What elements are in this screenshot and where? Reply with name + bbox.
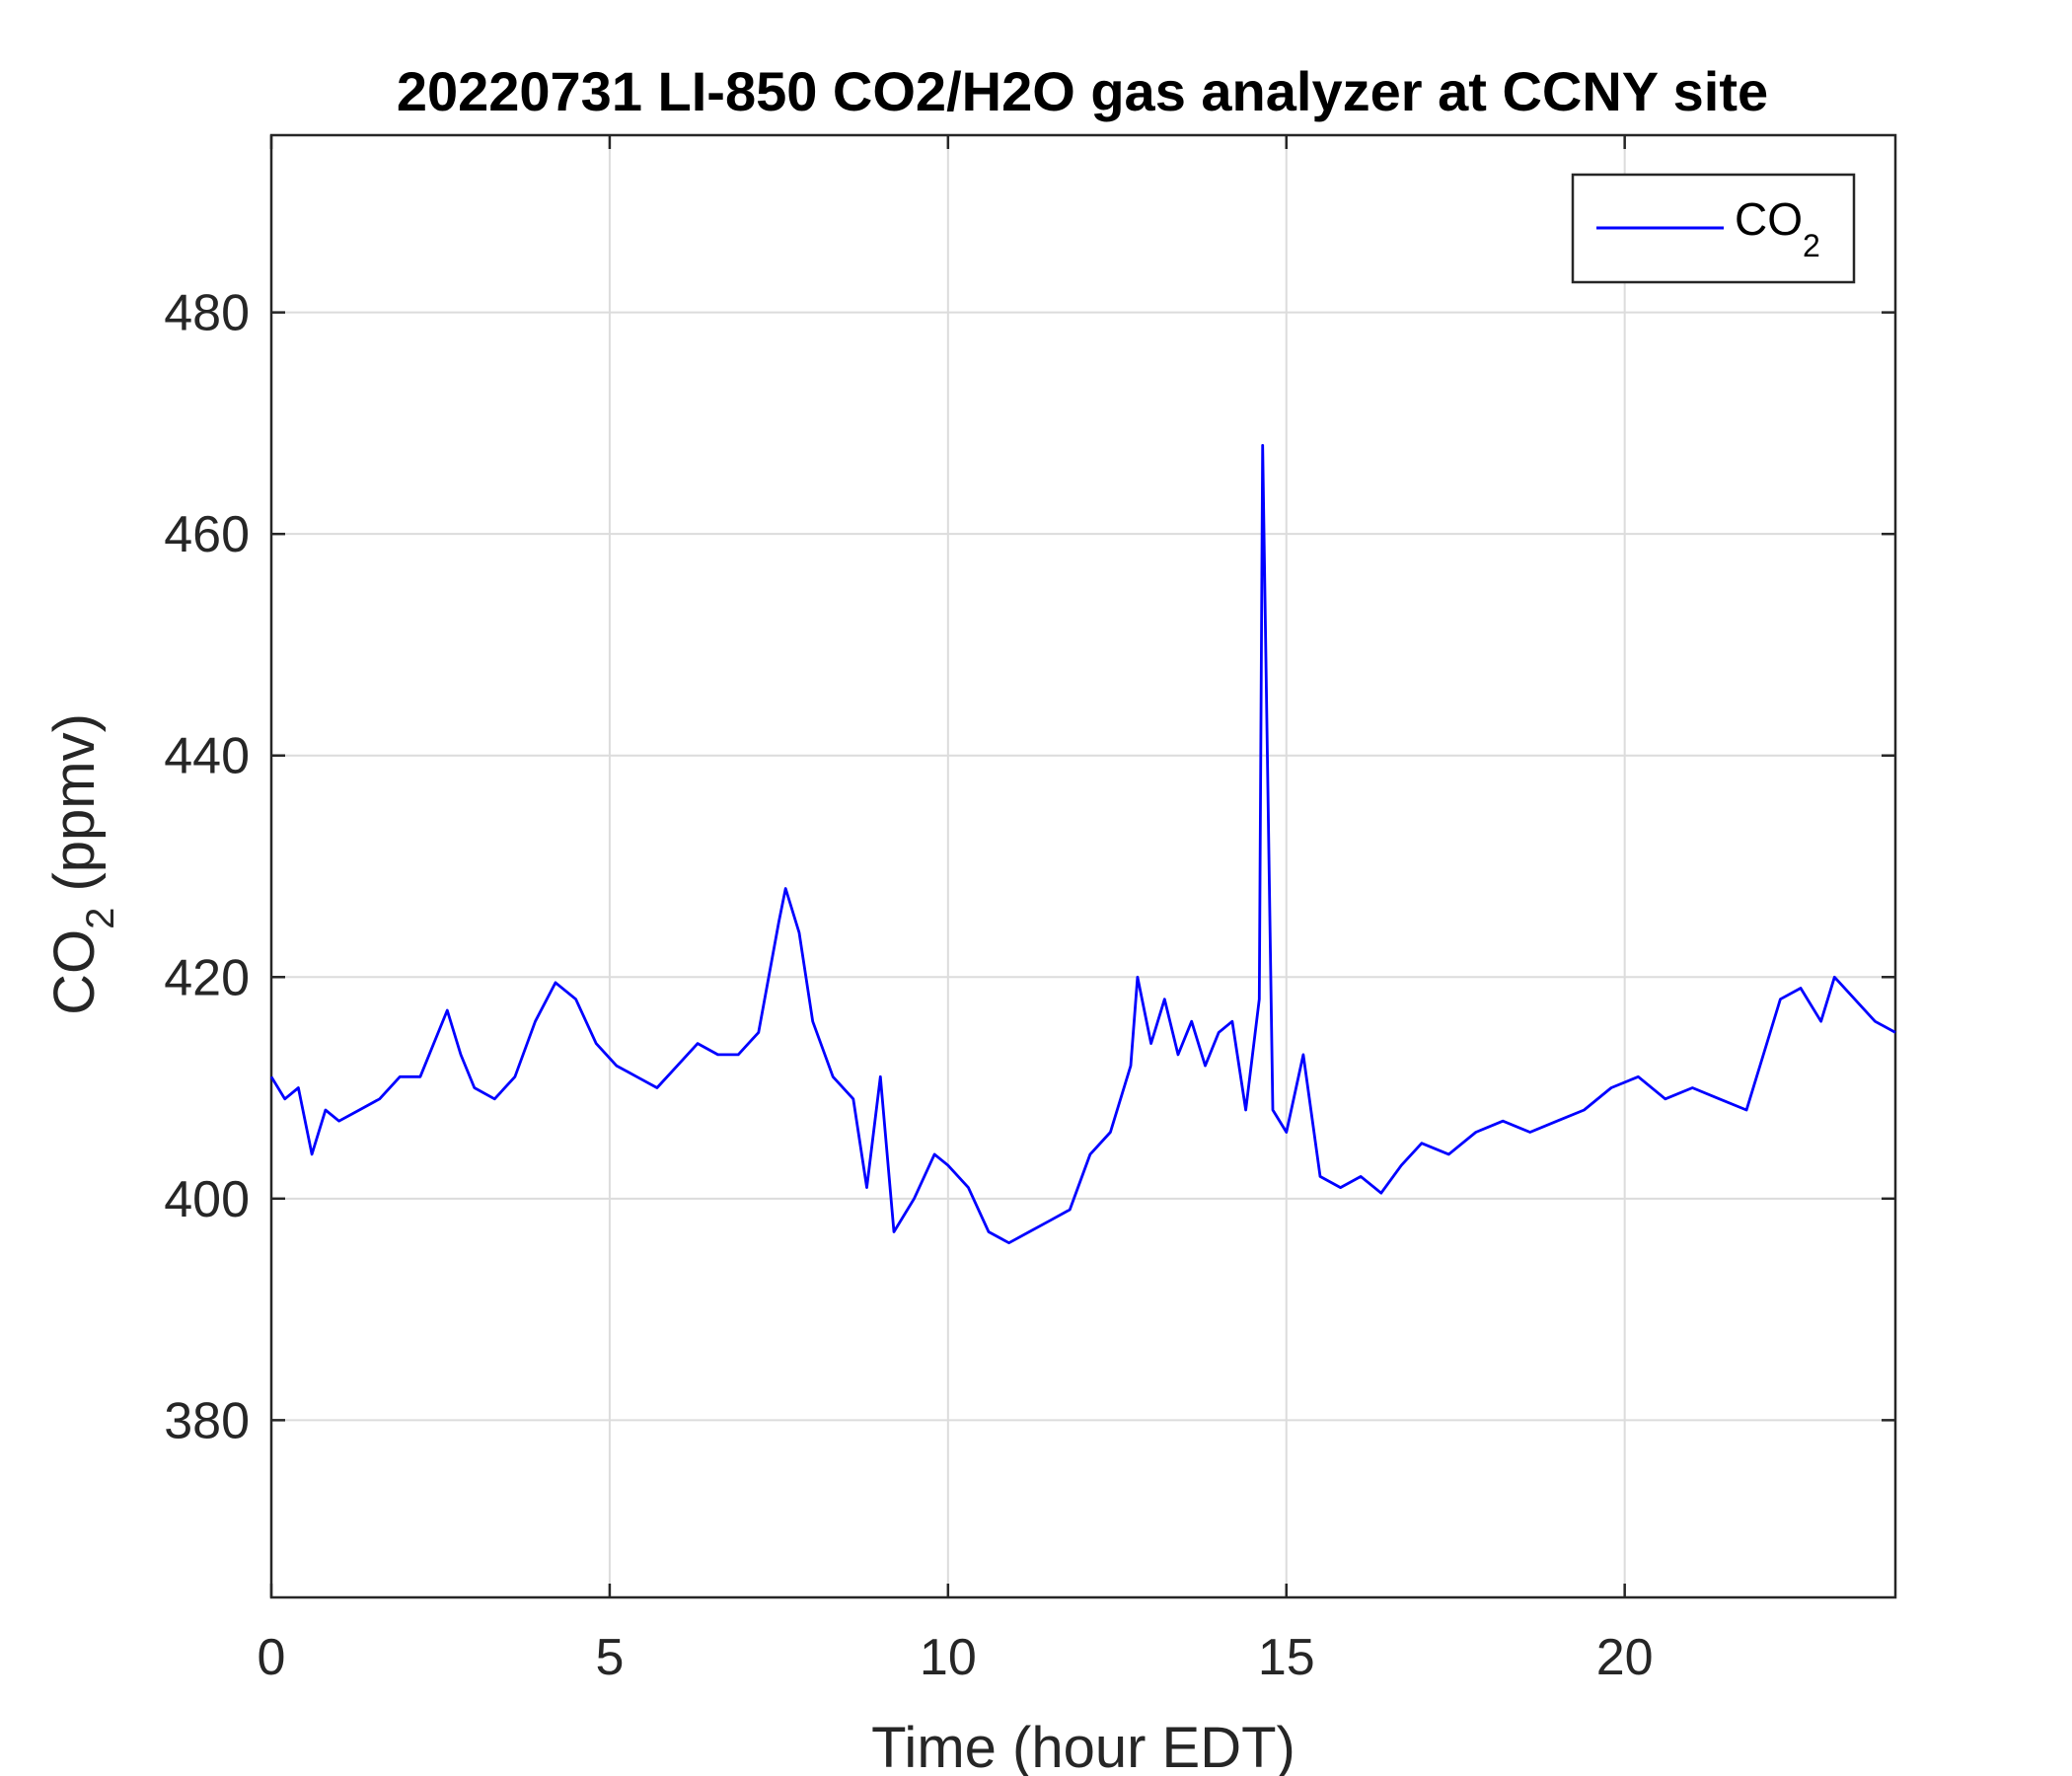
y-axis-label: CO2 (ppmv)	[42, 713, 122, 1015]
y-axis-label-subscript: 2	[79, 908, 122, 929]
y-tick-label: 480	[164, 285, 250, 342]
legend-label-base: CO	[1735, 193, 1803, 245]
x-tick-label: 5	[595, 1629, 624, 1686]
x-tick-label: 20	[1596, 1629, 1654, 1686]
x-axis-label: Time (hour EDT)	[871, 1716, 1295, 1776]
co2-series-line	[269, 444, 1896, 1245]
y-tick-label: 400	[164, 1171, 250, 1228]
plot-area-frame	[269, 133, 1897, 1599]
x-tick-label: 15	[1258, 1629, 1315, 1686]
axis-ticks: 0 5 10 15 20 380 400 420 440 460 480	[164, 135, 1895, 1686]
x-tick-label: 10	[920, 1629, 977, 1686]
y-tick-label: 380	[164, 1392, 250, 1449]
grid-lines	[270, 135, 1895, 1597]
chart-title: 20220731 LI-850 CO2/H2O gas analyzer at …	[397, 60, 1768, 122]
legend: CO2	[1571, 173, 1856, 284]
y-tick-label: 440	[164, 728, 250, 785]
legend-label: CO2	[1735, 193, 1820, 263]
y-axis-label-base: CO	[42, 929, 107, 1015]
legend-label-subscript: 2	[1803, 228, 1820, 263]
y-axis-label-rest: (ppmv)	[42, 713, 107, 908]
x-tick-label: 0	[258, 1629, 286, 1686]
y-tick-label: 460	[164, 506, 250, 563]
y-tick-label: 420	[164, 949, 250, 1006]
